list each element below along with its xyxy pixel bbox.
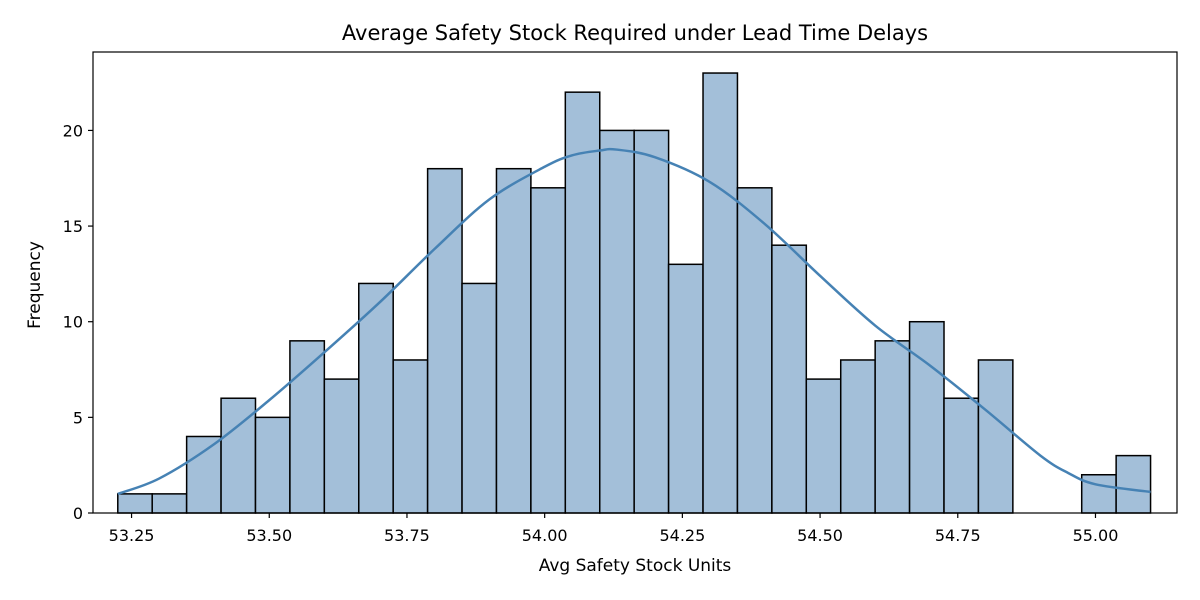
histogram-bar [805, 378, 842, 514]
axes [92, 51, 1178, 514]
x-tick-label: 54.50 [797, 526, 843, 545]
x-axis-ticks: 53.25 53.50 53.75 54.00 54.25 54.50 54.75 55.00 [109, 513, 1119, 545]
histogram-bar [633, 129, 670, 514]
x-tick-label: 53.50 [246, 526, 292, 545]
y-axis-ticks: 0 5 10 15 20 [63, 121, 93, 523]
histogram-bar [839, 359, 876, 514]
plot-frame [92, 51, 1178, 514]
histogram-bar [1115, 454, 1152, 514]
x-tick-label: 54.00 [522, 526, 568, 545]
histogram-bar [495, 167, 532, 514]
histogram-bar [771, 244, 808, 514]
histogram-bar [736, 187, 773, 514]
histogram-bar [117, 493, 153, 514]
chart-title: Average Safety Stock Required under Lead… [342, 21, 928, 45]
y-tick-label: 15 [63, 217, 83, 236]
y-axis-label: Frequency [25, 241, 45, 329]
histogram-bar [908, 320, 945, 514]
x-tick-label: 53.25 [109, 526, 155, 545]
kde-line [117, 147, 1151, 496]
y-tick-label: 10 [63, 313, 83, 332]
x-tick-label: 54.75 [935, 526, 981, 545]
histogram-bars [117, 72, 1152, 514]
histogram-bar [530, 187, 567, 514]
histogram-bar [598, 129, 635, 514]
y-tick-label: 20 [63, 121, 83, 140]
histogram-bar [977, 359, 1014, 514]
histogram-bar [943, 397, 980, 514]
y-tick-label: 0 [73, 504, 83, 523]
histogram-bar [323, 378, 360, 514]
x-tick-label: 53.75 [384, 526, 430, 545]
histogram-bar [874, 340, 911, 514]
histogram-bar [461, 282, 498, 514]
histogram-bar [151, 493, 188, 514]
y-tick-label: 5 [73, 408, 83, 427]
histogram-bar [426, 167, 463, 514]
histogram-bar [667, 263, 704, 514]
x-tick-label: 55.00 [1073, 526, 1119, 545]
x-axis-label: Avg Safety Stock Units [539, 556, 732, 576]
histogram-bar [289, 340, 326, 514]
x-tick-label: 54.25 [659, 526, 705, 545]
histogram-bar [254, 416, 291, 514]
histogram-bar [392, 359, 429, 514]
histogram-bar [185, 435, 222, 514]
kde-curve-layer [117, 147, 1151, 496]
histogram-bar [702, 72, 739, 514]
